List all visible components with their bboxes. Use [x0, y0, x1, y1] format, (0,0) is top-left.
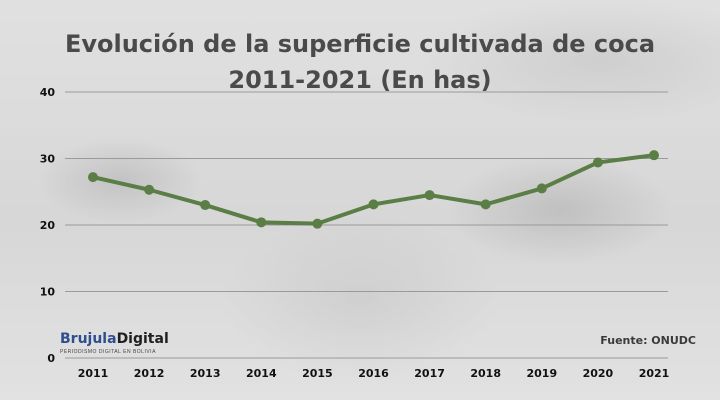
x-tick-label: 2020 — [583, 367, 614, 380]
data-point-2021 — [649, 150, 659, 161]
brand-logo-part-2: Digital — [116, 331, 169, 347]
chart-title: Evolución de la superficie cultivada de … — [0, 26, 720, 98]
chart-title-line-1: Evolución de la superficie cultivada de … — [64, 30, 656, 58]
x-tick-label: 2019 — [526, 367, 557, 380]
brand-logo-part-1: Brujula — [60, 331, 117, 347]
y-tick-label: 40 — [40, 86, 56, 99]
data-point-2019 — [536, 183, 547, 194]
grid-lines — [65, 91, 668, 359]
y-tick-label: 30 — [40, 153, 56, 166]
x-axis-ticks: 2011 2012 2013 2014 2015 2016 2017 2018 2019 2020… — [78, 367, 670, 380]
data-point-2014 — [256, 217, 267, 228]
x-tick-label: 2012 — [134, 367, 165, 380]
data-point-2017 — [424, 190, 435, 201]
y-tick-label: 10 — [40, 286, 56, 299]
x-tick-label: 2017 — [414, 367, 445, 380]
source-note: Fuente: ONUDC — [600, 334, 696, 347]
data-point-2015 — [312, 218, 323, 229]
x-tick-label: 2021 — [639, 367, 670, 380]
x-tick-label: 2014 — [246, 367, 277, 380]
y-axis-ticks: 0 10 20 30 40 — [40, 86, 56, 365]
y-tick-label: 0 — [47, 352, 55, 365]
data-point-2013 — [200, 200, 211, 211]
data-point-2018 — [480, 199, 491, 210]
x-tick-label: 2018 — [470, 367, 501, 380]
brand-logo: BrujulaDigital — [60, 331, 169, 347]
brand-tagline: PERIODISMO DIGITAL EN BOLIVIA — [60, 349, 156, 355]
chart-title-line-2: 2011-2021 (En has) — [228, 66, 492, 94]
x-tick-label: 2015 — [302, 367, 333, 380]
data-point-2012 — [144, 184, 155, 195]
data-series — [88, 150, 659, 229]
data-point-2016 — [368, 199, 379, 210]
y-tick-label: 20 — [40, 219, 56, 232]
x-tick-label: 2013 — [190, 367, 221, 380]
data-point-2020 — [592, 157, 603, 168]
x-tick-label: 2016 — [358, 367, 389, 380]
data-point-2011 — [88, 172, 98, 183]
x-tick-label: 2011 — [78, 367, 109, 380]
series-line — [91, 153, 656, 226]
